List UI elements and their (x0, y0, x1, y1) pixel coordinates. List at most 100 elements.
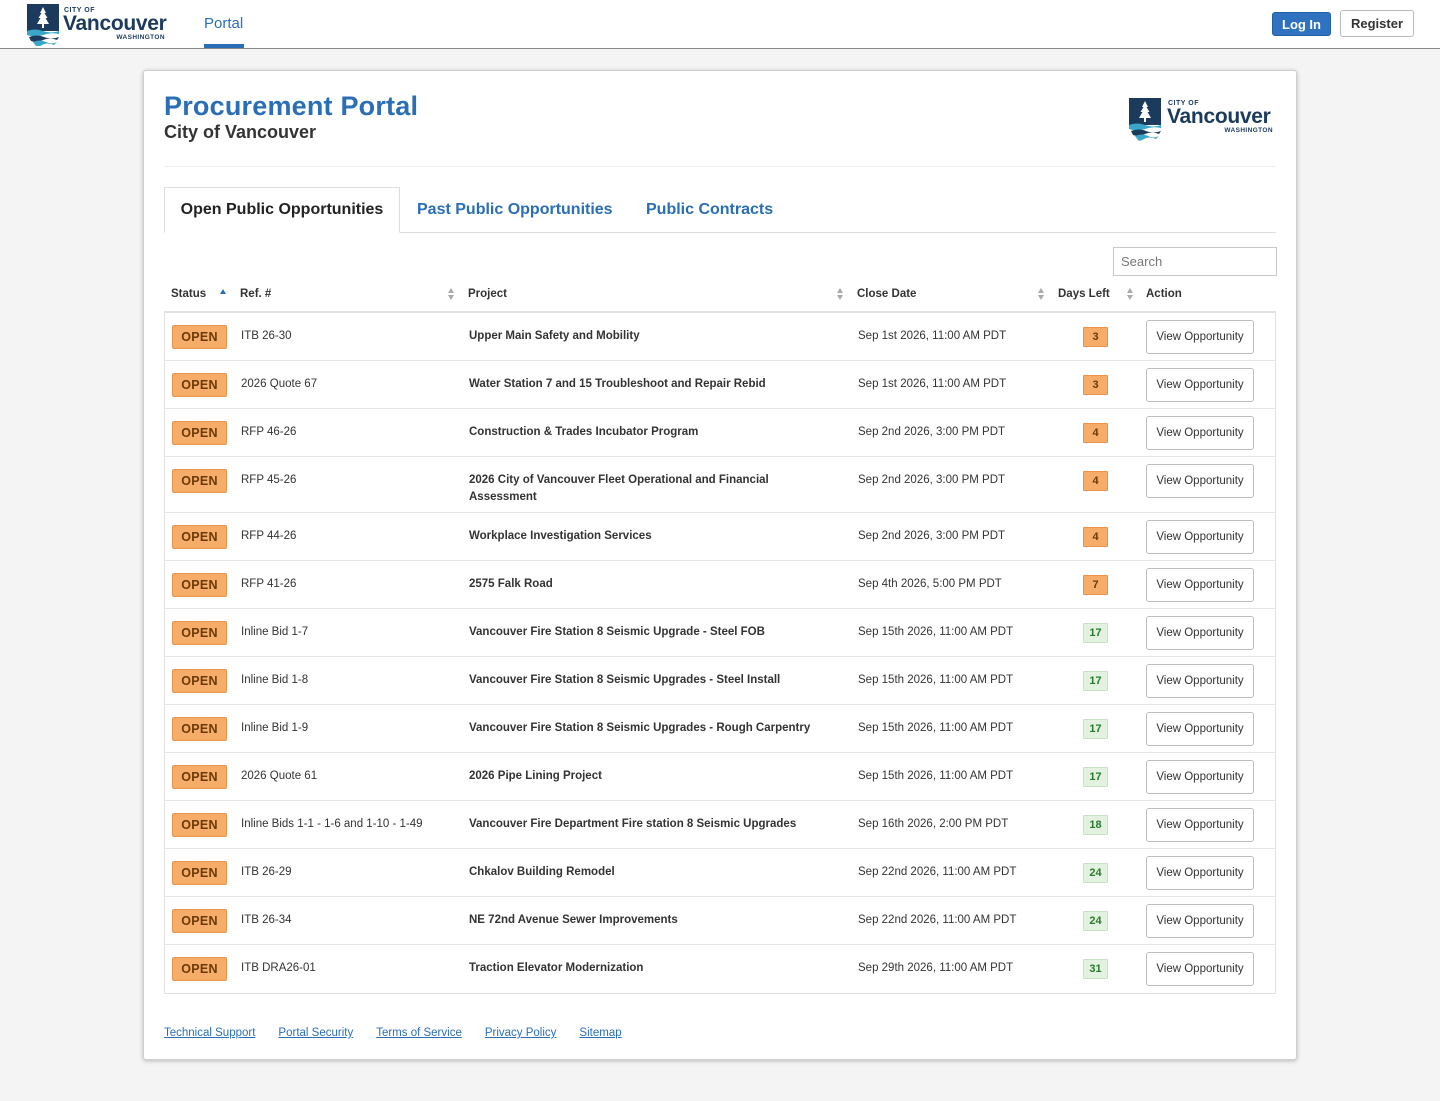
view-opportunity-button[interactable]: View Opportunity (1146, 904, 1254, 938)
table-row: OPEN ITB 26-30 Upper Main Safety and Mobil… (165, 313, 1275, 361)
project-name: 2026 Pipe Lining Project (469, 770, 602, 782)
header-divider (164, 166, 1276, 167)
card-city-logo: CITY OF Vancouver WASHINGTON (1129, 97, 1273, 141)
table-row: OPEN Inline Bids 1-1 - 1-6 and 1-10 - 1-4… (165, 801, 1275, 849)
footer-technical-support[interactable]: Technical Support (164, 1027, 256, 1039)
logo-state: WASHINGTON (1224, 127, 1273, 134)
status-badge: OPEN (172, 765, 227, 789)
status-badge: OPEN (172, 669, 227, 693)
sort-icon[interactable] (1126, 287, 1134, 301)
view-opportunity-button[interactable]: View Opportunity (1146, 664, 1254, 698)
project-name: Vancouver Fire Station 8 Seismic Upgrade… (469, 722, 811, 734)
status-badge: OPEN (172, 373, 227, 397)
days-left-badge: 24 (1083, 863, 1108, 883)
days-left-badge: 24 (1083, 911, 1108, 931)
project-name: Upper Main Safety and Mobility (469, 330, 640, 342)
tab-past-opportunities[interactable]: Past Public Opportunities (417, 201, 613, 218)
table-row: OPEN Inline Bid 1-7 Vancouver Fire Station… (165, 609, 1275, 657)
col-close-date[interactable]: Close Date (857, 288, 917, 300)
view-opportunity-button[interactable]: View Opportunity (1146, 320, 1254, 354)
days-left-badge: 17 (1083, 671, 1108, 691)
close-date: Sep 22nd 2026, 11:00 AM PDT (858, 866, 1017, 878)
col-project[interactable]: Project (468, 288, 507, 300)
view-opportunity-button[interactable]: View Opportunity (1146, 808, 1254, 842)
search-input[interactable] (1113, 247, 1277, 276)
close-date: Sep 15th 2026, 11:00 AM PDT (858, 674, 1014, 686)
tab-public-contracts[interactable]: Public Contracts (646, 201, 774, 218)
project-name: Workplace Investigation Services (469, 530, 652, 542)
close-date: Sep 1st 2026, 11:00 AM PDT (858, 378, 1007, 390)
sort-icon[interactable] (1037, 287, 1045, 301)
table-row: OPEN RFP 46-26 Construction & Trades Incub… (165, 409, 1275, 457)
table-row: OPEN RFP 45-26 2026 City of Vancouver Flee… (165, 457, 1275, 513)
ref-number: RFP 46-26 (241, 426, 297, 438)
sort-icon[interactable] (836, 287, 844, 301)
sort-asc-icon[interactable] (219, 287, 227, 301)
footer-portal-security[interactable]: Portal Security (278, 1027, 354, 1039)
close-date: Sep 15th 2026, 11:00 AM PDT (858, 626, 1014, 638)
city-seal-icon (27, 4, 59, 46)
days-left-badge: 3 (1083, 375, 1108, 395)
tab-open-opportunities[interactable]: Open Public Opportunities (164, 187, 400, 233)
logo-name: Vancouver (1167, 105, 1271, 128)
days-left-badge: 17 (1083, 719, 1108, 739)
project-name: Water Station 7 and 15 Troubleshoot and … (469, 378, 766, 390)
table-row: OPEN Inline Bid 1-9 Vancouver Fire Station… (165, 705, 1275, 753)
view-opportunity-button[interactable]: View Opportunity (1146, 856, 1254, 890)
brand-state: WASHINGTON (116, 34, 165, 41)
view-opportunity-button[interactable]: View Opportunity (1146, 416, 1254, 450)
status-badge: OPEN (172, 621, 227, 645)
project-name: Traction Elevator Modernization (469, 962, 644, 974)
view-opportunity-button[interactable]: View Opportunity (1146, 712, 1254, 746)
top-nav-bar: CITY OF Vancouver WASHINGTON Portal Log … (0, 0, 1440, 49)
table-row: OPEN ITB DRA26-01 Traction Elevator Modern… (165, 945, 1275, 993)
logo-city-of: CITY OF (1168, 100, 1199, 107)
status-badge: OPEN (172, 813, 227, 837)
ref-number: 2026 Quote 67 (241, 378, 318, 390)
main-card: Procurement Portal City of Vancouver CIT… (143, 70, 1297, 1060)
ref-number: Inline Bid 1-8 (241, 674, 309, 686)
status-badge: OPEN (172, 909, 227, 933)
view-opportunity-button[interactable]: View Opportunity (1146, 616, 1254, 650)
close-date: Sep 2nd 2026, 3:00 PM PDT (858, 530, 1006, 542)
project-name: Chkalov Building Remodel (469, 866, 615, 878)
ref-number: ITB 26-29 (241, 866, 292, 878)
close-date: Sep 29th 2026, 11:00 AM PDT (858, 962, 1014, 974)
col-days-left[interactable]: Days Left (1058, 288, 1110, 300)
ref-number: Inline Bid 1-7 (241, 626, 309, 638)
login-button[interactable]: Log In (1272, 12, 1331, 36)
days-left-badge: 17 (1083, 623, 1108, 643)
table-row: OPEN 2026 Quote 61 2026 Pipe Lining Projec… (165, 753, 1275, 801)
status-badge: OPEN (172, 469, 227, 493)
close-date: Sep 22nd 2026, 11:00 AM PDT (858, 914, 1017, 926)
view-opportunity-button[interactable]: View Opportunity (1146, 760, 1254, 794)
days-left-badge: 3 (1083, 327, 1108, 347)
days-left-badge: 4 (1083, 527, 1108, 547)
city-logo[interactable]: CITY OF Vancouver WASHINGTON (27, 4, 167, 46)
register-button[interactable]: Register (1340, 10, 1414, 37)
footer-terms-of-service[interactable]: Terms of Service (376, 1027, 462, 1039)
view-opportunity-button[interactable]: View Opportunity (1146, 568, 1254, 602)
footer-sitemap[interactable]: Sitemap (579, 1027, 622, 1039)
table-row: OPEN ITB 26-29 Chkalov Building Remodel Sep… (165, 849, 1275, 897)
footer-privacy-policy[interactable]: Privacy Policy (484, 1027, 557, 1039)
sort-icon[interactable] (447, 287, 455, 301)
days-left-badge: 7 (1083, 575, 1108, 595)
view-opportunity-button[interactable]: View Opportunity (1146, 368, 1254, 402)
ref-number: Inline Bid 1-9 (241, 722, 309, 734)
brand-name: Vancouver (63, 12, 167, 35)
ref-number: ITB 26-30 (241, 330, 292, 342)
view-opportunity-button[interactable]: View Opportunity (1146, 952, 1254, 986)
view-opportunity-button[interactable]: View Opportunity (1146, 464, 1254, 498)
col-status[interactable]: Status (171, 288, 207, 300)
nav-portal-link[interactable]: Portal (204, 15, 244, 32)
days-left-badge: 31 (1083, 959, 1108, 979)
col-action: Action (1146, 288, 1182, 300)
status-badge: OPEN (172, 573, 227, 597)
col-ref[interactable]: Ref. # (240, 288, 272, 300)
ref-number: Inline Bids 1-1 - 1-6 and 1-10 - 1-49 (241, 818, 423, 830)
table-row: OPEN RFP 41-26 2575 Falk Road Sep 4th 2026,… (165, 561, 1275, 609)
view-opportunity-button[interactable]: View Opportunity (1146, 520, 1254, 554)
footer-links: Technical Support Portal Security Terms … (164, 1027, 622, 1039)
nav-active-indicator (204, 44, 244, 48)
